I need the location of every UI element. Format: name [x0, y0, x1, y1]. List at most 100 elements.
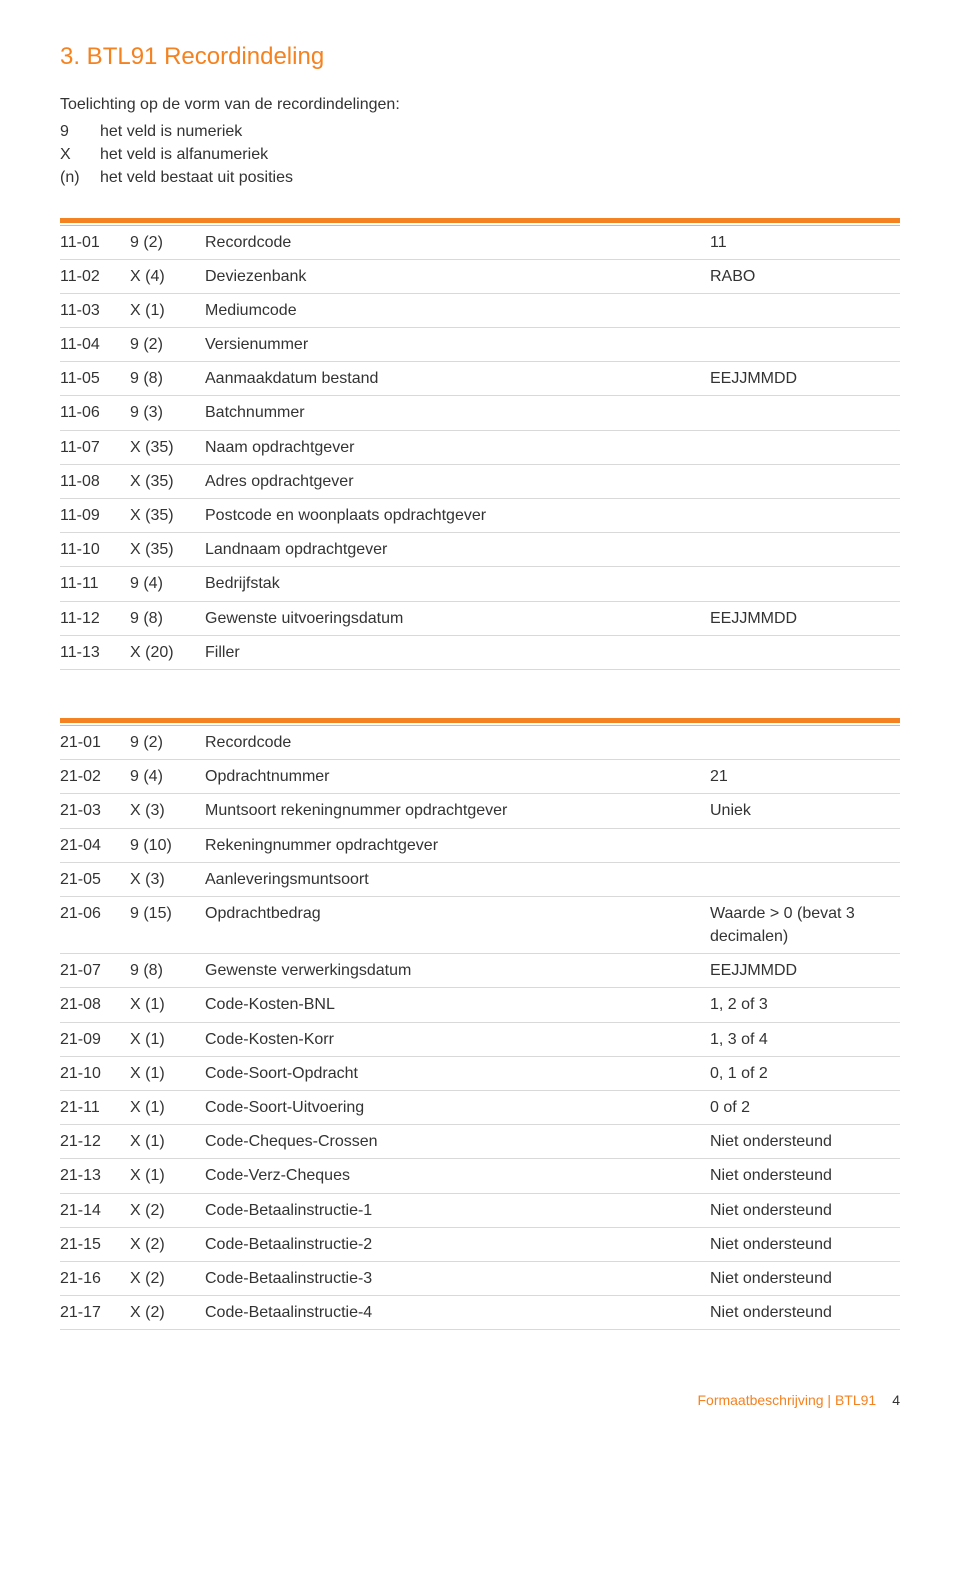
- table-cell: [710, 635, 900, 669]
- table-row: 21-029 (4)Opdrachtnummer21: [60, 760, 900, 794]
- table-row: 21-15X (2)Code-Betaalinstructie-2Niet on…: [60, 1227, 900, 1261]
- table-cell: [710, 499, 900, 533]
- table-cell: 21-05: [60, 862, 130, 896]
- table-cell: X (35): [130, 499, 205, 533]
- table-cell: 21-06: [60, 896, 130, 953]
- table-cell: 21-10: [60, 1056, 130, 1090]
- table-cell: Postcode en woonplaats opdrachtgever: [205, 499, 710, 533]
- footer-doc-title: Formaatbeschrijving | BTL91: [697, 1390, 876, 1410]
- table-cell: Bedrijfstak: [205, 567, 710, 601]
- table-cell: 21-11: [60, 1091, 130, 1125]
- table-cell: Uniek: [710, 794, 900, 828]
- table-row: 21-09X (1)Code-Kosten-Korr1, 3 of 4: [60, 1022, 900, 1056]
- table-row: 21-03X (3)Muntsoort rekeningnummer opdra…: [60, 794, 900, 828]
- table-cell: 11-07: [60, 430, 130, 464]
- table-cell: X (1): [130, 1091, 205, 1125]
- table-row: 21-11X (1)Code-Soort-Uitvoering0 of 2: [60, 1091, 900, 1125]
- table-cell: 9 (8): [130, 362, 205, 396]
- table-cell: 21-01: [60, 726, 130, 760]
- table-cell: Recordcode: [205, 726, 710, 760]
- table-cell: 9 (8): [130, 601, 205, 635]
- table-cell: Gewenste uitvoeringsdatum: [205, 601, 710, 635]
- table-cell: Deviezenbank: [205, 259, 710, 293]
- table-cell: 9 (3): [130, 396, 205, 430]
- table-row: 21-13X (1)Code-Verz-ChequesNiet onderste…: [60, 1159, 900, 1193]
- table-row: 21-10X (1)Code-Soort-Opdracht0, 1 of 2: [60, 1056, 900, 1090]
- table-cell: [710, 567, 900, 601]
- table-cell: Niet ondersteund: [710, 1159, 900, 1193]
- table-cell: X (1): [130, 988, 205, 1022]
- table-cell: X (2): [130, 1193, 205, 1227]
- table-cell: Gewenste verwerkingsdatum: [205, 954, 710, 988]
- table-cell: Recordcode: [205, 226, 710, 260]
- table-cell: 21-17: [60, 1296, 130, 1330]
- table-cell: 9 (8): [130, 954, 205, 988]
- table-cell: EEJJMMDD: [710, 601, 900, 635]
- table-cell: 9 (2): [130, 328, 205, 362]
- table-cell: X (1): [130, 1125, 205, 1159]
- table-cell: 9 (15): [130, 896, 205, 953]
- table-cell: Mediumcode: [205, 293, 710, 327]
- table-row: 21-019 (2)Recordcode: [60, 726, 900, 760]
- table-cell: Muntsoort rekeningnummer opdrachtgever: [205, 794, 710, 828]
- table-cell: 21-15: [60, 1227, 130, 1261]
- table-cell: 9 (2): [130, 726, 205, 760]
- table-cell: Code-Betaalinstructie-3: [205, 1261, 710, 1295]
- table-cell: 21-07: [60, 954, 130, 988]
- table-cell: 21-09: [60, 1022, 130, 1056]
- table-row: 11-09X (35)Postcode en woonplaats opdrac…: [60, 499, 900, 533]
- table-cell: 21-02: [60, 760, 130, 794]
- table-cell: Waarde > 0 (bevat 3 decimalen): [710, 896, 900, 953]
- table-row: 11-07X (35)Naam opdrachtgever: [60, 430, 900, 464]
- table-cell: Versienummer: [205, 328, 710, 362]
- legend-row: 9 het veld is numeriek: [60, 120, 900, 143]
- table-accent-rule: [60, 218, 900, 223]
- table-cell: X (1): [130, 293, 205, 327]
- table-cell: 21-13: [60, 1159, 130, 1193]
- table-cell: 11-09: [60, 499, 130, 533]
- table-row: 11-119 (4)Bedrijfstak: [60, 567, 900, 601]
- legend-row: (n) het veld bestaat uit posities: [60, 166, 900, 189]
- table-row: 11-129 (8)Gewenste uitvoeringsdatumEEJJM…: [60, 601, 900, 635]
- table-cell: Code-Cheques-Crossen: [205, 1125, 710, 1159]
- table-cell: 9 (4): [130, 760, 205, 794]
- table-cell: Niet ondersteund: [710, 1296, 900, 1330]
- table-cell: X (1): [130, 1022, 205, 1056]
- legend-val: het veld is alfanumeriek: [100, 143, 900, 166]
- table-cell: 11-10: [60, 533, 130, 567]
- table-cell: Code-Soort-Opdracht: [205, 1056, 710, 1090]
- table-cell: 11-05: [60, 362, 130, 396]
- table-row: 11-059 (8)Aanmaakdatum bestandEEJJMMDD: [60, 362, 900, 396]
- table-row: 11-13X (20)Filler: [60, 635, 900, 669]
- table-cell: Rekeningnummer opdrachtgever: [205, 828, 710, 862]
- table-cell: 1, 2 of 3: [710, 988, 900, 1022]
- table-cell: X (4): [130, 259, 205, 293]
- legend-key: X: [60, 143, 100, 166]
- table-cell: 21-03: [60, 794, 130, 828]
- table-cell: Naam opdrachtgever: [205, 430, 710, 464]
- table-cell: 11: [710, 226, 900, 260]
- table-cell: 11-03: [60, 293, 130, 327]
- table-cell: Landnaam opdrachtgever: [205, 533, 710, 567]
- record-table-11: 11-01 9 (2) Recordcode1111-02X (4)Deviezen…: [60, 218, 900, 670]
- table-cell: [710, 396, 900, 430]
- table-cell: Adres opdrachtgever: [205, 464, 710, 498]
- table-cell: [710, 328, 900, 362]
- table-row: 21-16X (2)Code-Betaalinstructie-3Niet on…: [60, 1261, 900, 1295]
- intro-lead: Toelichting op de vorm van de recordinde…: [60, 93, 900, 116]
- table-cell: RABO: [710, 259, 900, 293]
- table-row: 11-08X (35)Adres opdrachtgever: [60, 464, 900, 498]
- table-cell: Filler: [205, 635, 710, 669]
- table-cell: Code-Betaalinstructie-2: [205, 1227, 710, 1261]
- table-cell: 11-01: [60, 226, 130, 260]
- table-row: 11-02X (4)DeviezenbankRABO: [60, 259, 900, 293]
- table-cell: X (3): [130, 862, 205, 896]
- data-table: 21-019 (2)Recordcode21-029 (4)Opdrachtnu…: [60, 726, 900, 1330]
- legend-key: (n): [60, 166, 100, 189]
- table-row: 11-069 (3)Batchnummer: [60, 396, 900, 430]
- table-cell: 21-12: [60, 1125, 130, 1159]
- data-table: 11-01 9 (2) Recordcode1111-02X (4)Deviezen…: [60, 226, 900, 670]
- table-cell: Code-Soort-Uitvoering: [205, 1091, 710, 1125]
- table-cell: Batchnummer: [205, 396, 710, 430]
- table-row: 11-049 (2)Versienummer: [60, 328, 900, 362]
